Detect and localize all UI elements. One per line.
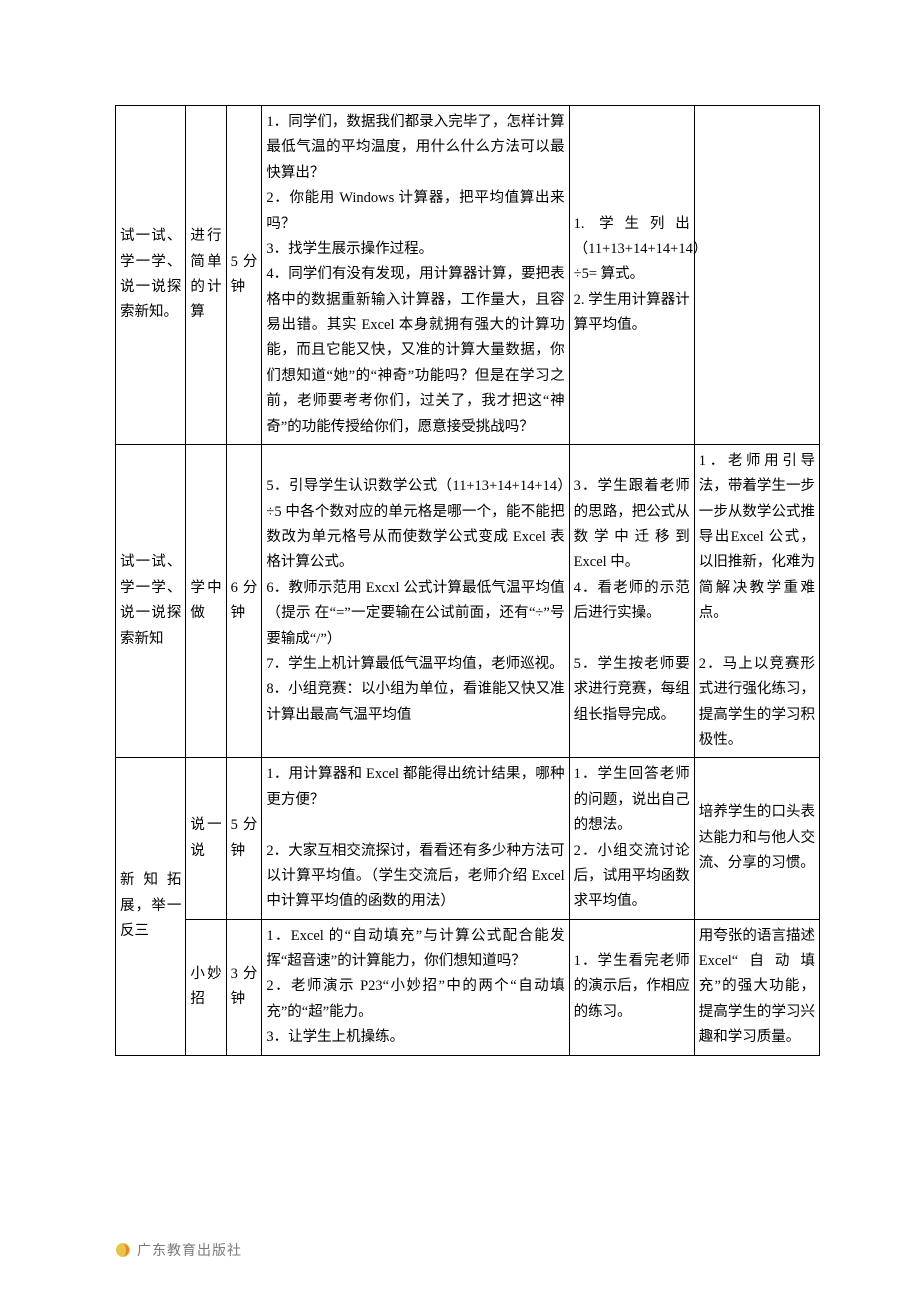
- page: 试一试、学一学、说一说探索新知。 进行简单的计算 5分钟 1．同学们，数据我们都…: [0, 0, 920, 1302]
- cell-notes: 培养学生的口头表达能力和与他人交流、分享的习惯。: [694, 758, 819, 919]
- cell-stage: 试一试、学一学、说一说探索新知。: [116, 106, 186, 445]
- cell-teacher: 5．引导学生认识数学公式（11+13+14+14+14）÷5 中各个数对应的单元…: [262, 444, 569, 758]
- cell-notes: [694, 106, 819, 445]
- cell-stage: 试一试、学一学、说一说探索新知: [116, 444, 186, 758]
- lesson-plan-table: 试一试、学一学、说一说探索新知。 进行简单的计算 5分钟 1．同学们，数据我们都…: [115, 105, 820, 1056]
- cell-student: 1．学生回答老师的问题，说出自己的想法。2．小组交流讨论后，试用平均函数求平均值…: [569, 758, 694, 919]
- cell-substep: 学中做: [186, 444, 226, 758]
- table-row: 试一试、学一学、说一说探索新知 学中做 6分钟 5．引导学生认识数学公式（11+…: [116, 444, 820, 758]
- cell-time: 3分钟: [226, 919, 262, 1055]
- cell-time: 6分钟: [226, 444, 262, 758]
- cell-teacher: 1．Excel 的“自动填充”与计算公式配合能发挥“超音速”的计算能力，你们想知…: [262, 919, 569, 1055]
- table-row: 小妙招 3分钟 1．Excel 的“自动填充”与计算公式配合能发挥“超音速”的计…: [116, 919, 820, 1055]
- cell-student: 1. 学生列出（11+13+14+14+14）÷5= 算式。2. 学生用计算器计…: [569, 106, 694, 445]
- cell-substep: 说一说: [186, 758, 226, 919]
- cell-time: 5分钟: [226, 106, 262, 445]
- cell-teacher: 1．同学们，数据我们都录入完毕了，怎样计算最低气温的平均温度，用什么什么方法可以…: [262, 106, 569, 445]
- cell-time: 5分钟: [226, 758, 262, 919]
- cell-substep: 进行简单的计算: [186, 106, 226, 445]
- cell-substep: 小妙招: [186, 919, 226, 1055]
- cell-student: 1．学生看完老师的演示后，作相应的练习。: [569, 919, 694, 1055]
- cell-stage: 新知拓展，举一反三: [116, 758, 186, 1055]
- cell-student: 3．学生跟着老师的思路，把公式从数学中迁移到 Excel 中。4．看老师的示范后…: [569, 444, 694, 758]
- table-row: 试一试、学一学、说一说探索新知。 进行简单的计算 5分钟 1．同学们，数据我们都…: [116, 106, 820, 445]
- cell-notes: 用夸张的语言描述 Excel“自动填充”的强大功能，提高学生的学习兴趣和学习质量…: [694, 919, 819, 1055]
- publisher-logo-icon: [115, 1242, 131, 1258]
- footer: 广东教育出版社: [115, 1240, 242, 1260]
- cell-notes: 1．老师用引导法，带着学生一步一步从数学公式推导出Excel 公式，以旧推新，化…: [694, 444, 819, 758]
- table-row: 新知拓展，举一反三 说一说 5分钟 1．用计算器和 Excel 都能得出统计结果…: [116, 758, 820, 919]
- publisher-name: 广东教育出版社: [137, 1240, 242, 1260]
- cell-teacher: 1．用计算器和 Excel 都能得出统计结果，哪种更方便？ 2．大家互相交流探讨…: [262, 758, 569, 919]
